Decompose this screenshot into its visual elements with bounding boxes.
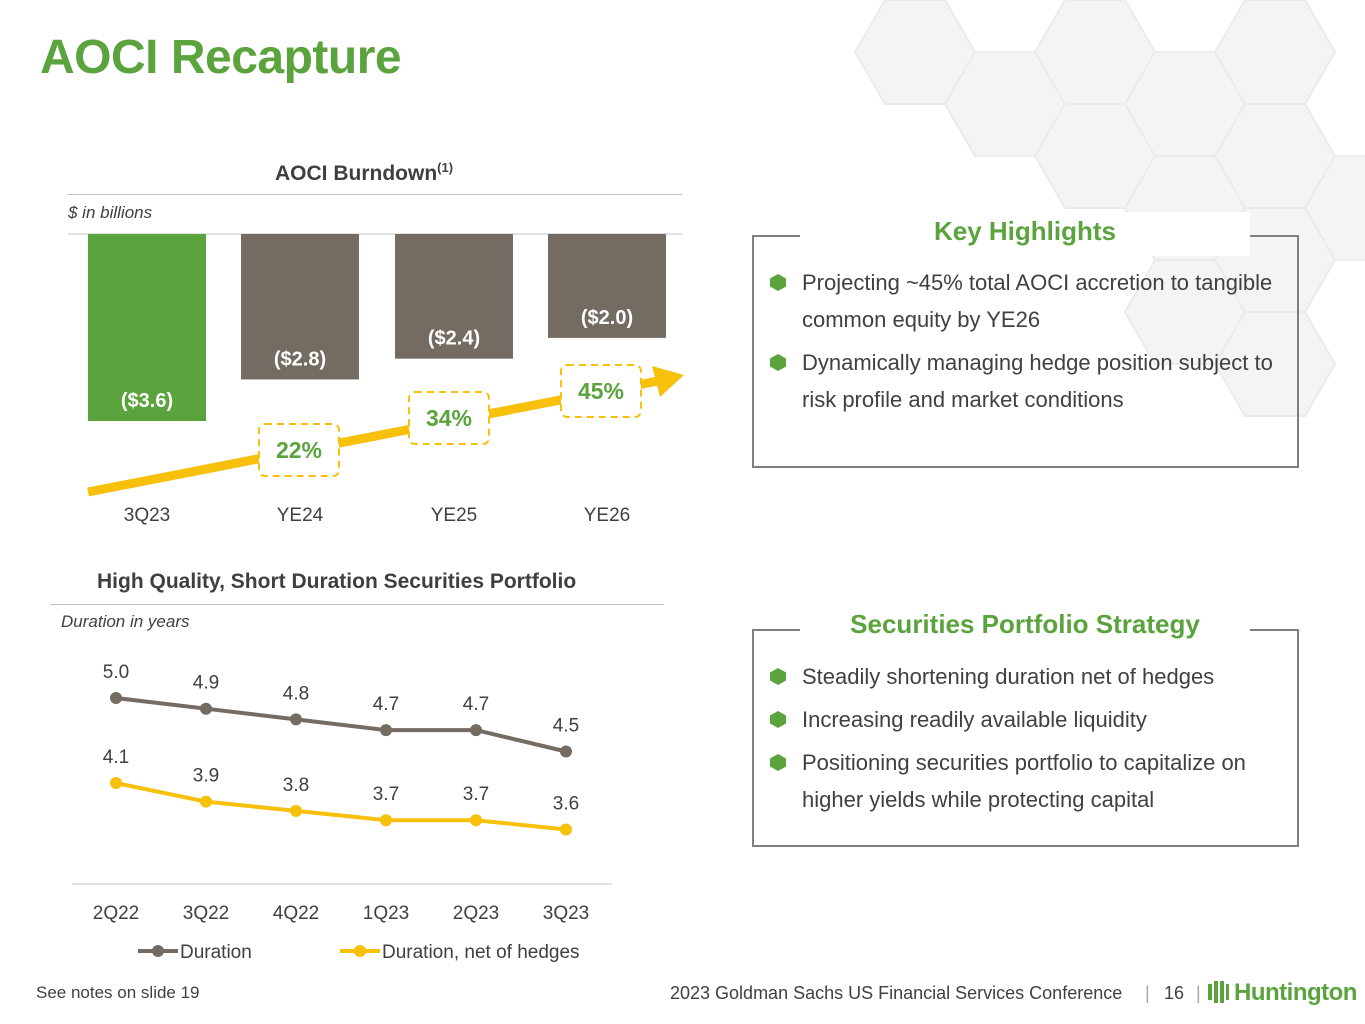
bar-chart-title-text: AOCI Burndown [275, 162, 438, 185]
key-highlights-heading: Key Highlights [800, 212, 1250, 256]
data-point [560, 823, 572, 836]
data-point [470, 814, 482, 827]
line-chart-title: High Quality, Short Duration Securities … [97, 570, 577, 593]
bar-chart-title-footnote: (1) [437, 160, 454, 175]
line-category-label: 4Q22 [273, 903, 319, 924]
bullet-hex-icon [770, 711, 786, 728]
footer-note: See notes on slide 19 [36, 983, 200, 1002]
accretion-box [258, 423, 340, 477]
accretion-box [408, 391, 490, 445]
bar-YE26 [548, 234, 666, 338]
duration-chart: 5.0 4.9 4.8 4.7 4.7 4.5 4.1 3.9 3.8 3.7 3.7 3.6 2Q22… [72, 662, 612, 963]
huntington-logo-icon [1208, 981, 1229, 1003]
list-item: Increasing readily available liquidity [770, 701, 1280, 738]
list-item-text: Dynamically managing hedge position subj… [802, 350, 1273, 412]
footer-separator: | [1196, 983, 1201, 1003]
data-point [110, 692, 122, 704]
series-line-duration [115, 696, 567, 754]
legend-label: Duration [180, 942, 252, 963]
bullet-hex-icon [770, 354, 786, 371]
legend-label: Duration, net of hedges [382, 942, 580, 963]
data-label: 4.8 [283, 683, 309, 704]
data-label: 3.9 [193, 766, 219, 787]
logo-text: Huntington [1234, 979, 1357, 1006]
data-label: 4.7 [463, 694, 489, 715]
list-item: Positioning securities portfolio to capi… [770, 744, 1280, 818]
bar-chart-title: AOCI Burndown(1) [275, 160, 453, 186]
data-label: 3.8 [283, 775, 309, 796]
data-point [110, 777, 122, 789]
data-label: 4.5 [553, 716, 579, 737]
accretion-arrowhead [652, 366, 684, 397]
strategy-list: Steadily shortening duration net of hedg… [770, 658, 1280, 824]
list-item: Projecting ~45% total AOCI accretion to … [770, 264, 1280, 338]
data-label: 4.1 [103, 747, 129, 768]
bullet-hex-icon [770, 274, 786, 291]
series-line-net-of-hedges [115, 781, 567, 832]
data-label: 4.9 [193, 673, 219, 694]
bar-value-label: ($2.4) [428, 328, 480, 350]
page-number: 16 [1164, 983, 1185, 1003]
bar-chart-rule [68, 194, 682, 195]
page-title: AOCI Recapture [40, 31, 402, 84]
data-point [470, 724, 482, 737]
list-item-text: Projecting ~45% total AOCI accretion to … [802, 270, 1273, 332]
data-point [200, 795, 212, 808]
legend-swatch-dot [354, 945, 366, 957]
data-point [380, 814, 392, 827]
accretion-label: 34% [426, 405, 472, 431]
key-highlights-list: Projecting ~45% total AOCI accretion to … [770, 264, 1280, 424]
bar-category-label: YE25 [431, 505, 477, 526]
data-label: 5.0 [103, 662, 129, 683]
data-point [560, 745, 572, 758]
data-label: 3.7 [463, 784, 489, 805]
bar-chart-unit-label: $ in billions [68, 203, 153, 222]
footer-conference: 2023 Goldman Sachs US Financial Services… [670, 983, 1123, 1003]
list-item: Dynamically managing hedge position subj… [770, 344, 1280, 418]
accretion-box [560, 364, 642, 418]
bar-value-label: ($2.8) [274, 348, 326, 370]
data-label: 3.7 [373, 784, 399, 805]
line-category-label: 3Q23 [543, 903, 589, 924]
strategy-heading: Securities Portfolio Strategy [800, 605, 1250, 649]
bar-YE24 [241, 234, 359, 380]
bar-value-label: ($3.6) [121, 390, 173, 412]
list-item: Steadily shortening duration net of hedg… [770, 658, 1280, 695]
data-point [380, 724, 392, 737]
bar-category-label: 3Q23 [124, 505, 170, 526]
line-chart-unit-label: Duration in years [61, 612, 190, 631]
list-item-text: Positioning securities portfolio to capi… [802, 750, 1246, 812]
aoci-burndown-chart: ($3.6) 3Q23 ($2.8) YE24 ($2.4) YE25 ($2.0) YE26… [68, 233, 684, 526]
bar-category-label: YE24 [277, 505, 324, 526]
data-label: 4.7 [373, 694, 399, 715]
line-category-label: 2Q23 [453, 903, 499, 924]
bar-YE25 [395, 234, 513, 359]
legend-swatch-dot [152, 945, 164, 957]
line-category-label: 1Q23 [363, 903, 409, 924]
data-label: 3.6 [553, 794, 579, 815]
accretion-label: 22% [276, 437, 322, 463]
line-category-label: 3Q22 [183, 903, 229, 924]
data-point [290, 713, 302, 726]
bar-value-label: ($2.0) [581, 307, 633, 329]
bullet-hex-icon [770, 754, 786, 771]
data-point [200, 702, 212, 715]
bar-category-label: YE26 [584, 505, 630, 526]
footer-separator: | [1145, 983, 1150, 1003]
data-point [290, 804, 302, 817]
line-category-label: 2Q22 [93, 903, 139, 924]
line-chart-rule [50, 604, 664, 605]
accretion-label: 45% [578, 378, 624, 404]
bar-3Q23 [88, 234, 206, 421]
bullet-hex-icon [770, 668, 786, 685]
list-item-text: Increasing readily available liquidity [802, 707, 1147, 732]
list-item-text: Steadily shortening duration net of hedg… [802, 664, 1215, 689]
